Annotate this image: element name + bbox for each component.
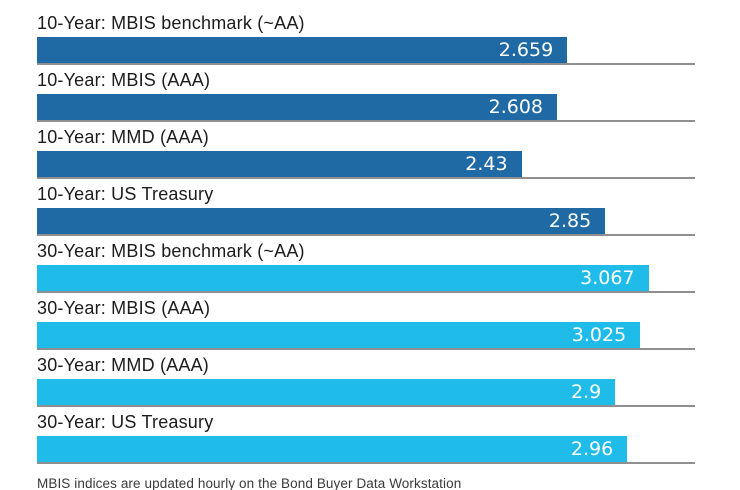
bar-track: 3.067 — [37, 265, 695, 293]
chart-rows: 10-Year: MBIS benchmark (~AA) 2.659 10-Y… — [37, 12, 695, 464]
bar-value-label: 2.9 — [571, 381, 602, 403]
bar: 2.43 — [37, 151, 522, 177]
bar: 3.067 — [37, 265, 649, 291]
bar: 2.9 — [37, 379, 616, 405]
bar-value-label: 2.608 — [488, 96, 544, 118]
bar: 2.96 — [37, 436, 628, 462]
bar: 2.608 — [37, 94, 558, 120]
bar-label: 30-Year: MBIS (AAA) — [37, 298, 211, 318]
bar-row: 10-Year: MMD (AAA) 2.43 — [37, 126, 695, 179]
bar: 2.659 — [37, 37, 568, 63]
bar-row: 30-Year: MBIS benchmark (~AA) 3.067 — [37, 240, 695, 293]
bar-value-label: 3.067 — [580, 267, 635, 289]
bar-row: 10-Year: MBIS (AAA) 2.608 — [37, 69, 695, 122]
bar-label: 10-Year: US Treasury — [37, 184, 214, 204]
bar-track: 2.608 — [37, 94, 695, 122]
bar: 3.025 — [37, 322, 641, 348]
bar-label: 10-Year: MMD (AAA) — [37, 127, 209, 147]
bar-label: 10-Year: MBIS benchmark (~AA) — [37, 13, 305, 33]
chart-footnote: MBIS indices are updated hourly on the B… — [37, 476, 462, 490]
bar-label: 10-Year: MBIS (AAA) — [37, 70, 211, 90]
bar-track: 2.659 — [37, 37, 695, 65]
bar-value-label: 2.659 — [498, 39, 554, 61]
bar-value-label: 2.96 — [570, 438, 614, 460]
bar-track: 2.9 — [37, 379, 695, 407]
bar-row: 10-Year: US Treasury 2.85 — [37, 183, 695, 236]
bar-value-label: 2.85 — [548, 210, 592, 232]
bar-label: 30-Year: MMD (AAA) — [37, 355, 209, 375]
bar-row: 30-Year: US Treasury 2.96 — [37, 411, 695, 464]
bar: 2.85 — [37, 208, 606, 234]
bar-value-label: 2.43 — [465, 153, 508, 175]
bar-track: 3.025 — [37, 322, 695, 350]
bar-row: 30-Year: MBIS (AAA) 3.025 — [37, 297, 695, 350]
bar-row: 30-Year: MMD (AAA) 2.9 — [37, 354, 695, 407]
bar-label: 30-Year: MBIS benchmark (~AA) — [37, 241, 305, 261]
bar-track: 2.96 — [37, 436, 695, 464]
bar-track: 2.85 — [37, 208, 695, 236]
bar-value-label: 3.025 — [571, 324, 627, 346]
bar-label: 30-Year: US Treasury — [37, 412, 214, 432]
bar-row: 10-Year: MBIS benchmark (~AA) 2.659 — [37, 12, 695, 65]
bar-track: 2.43 — [37, 151, 695, 179]
